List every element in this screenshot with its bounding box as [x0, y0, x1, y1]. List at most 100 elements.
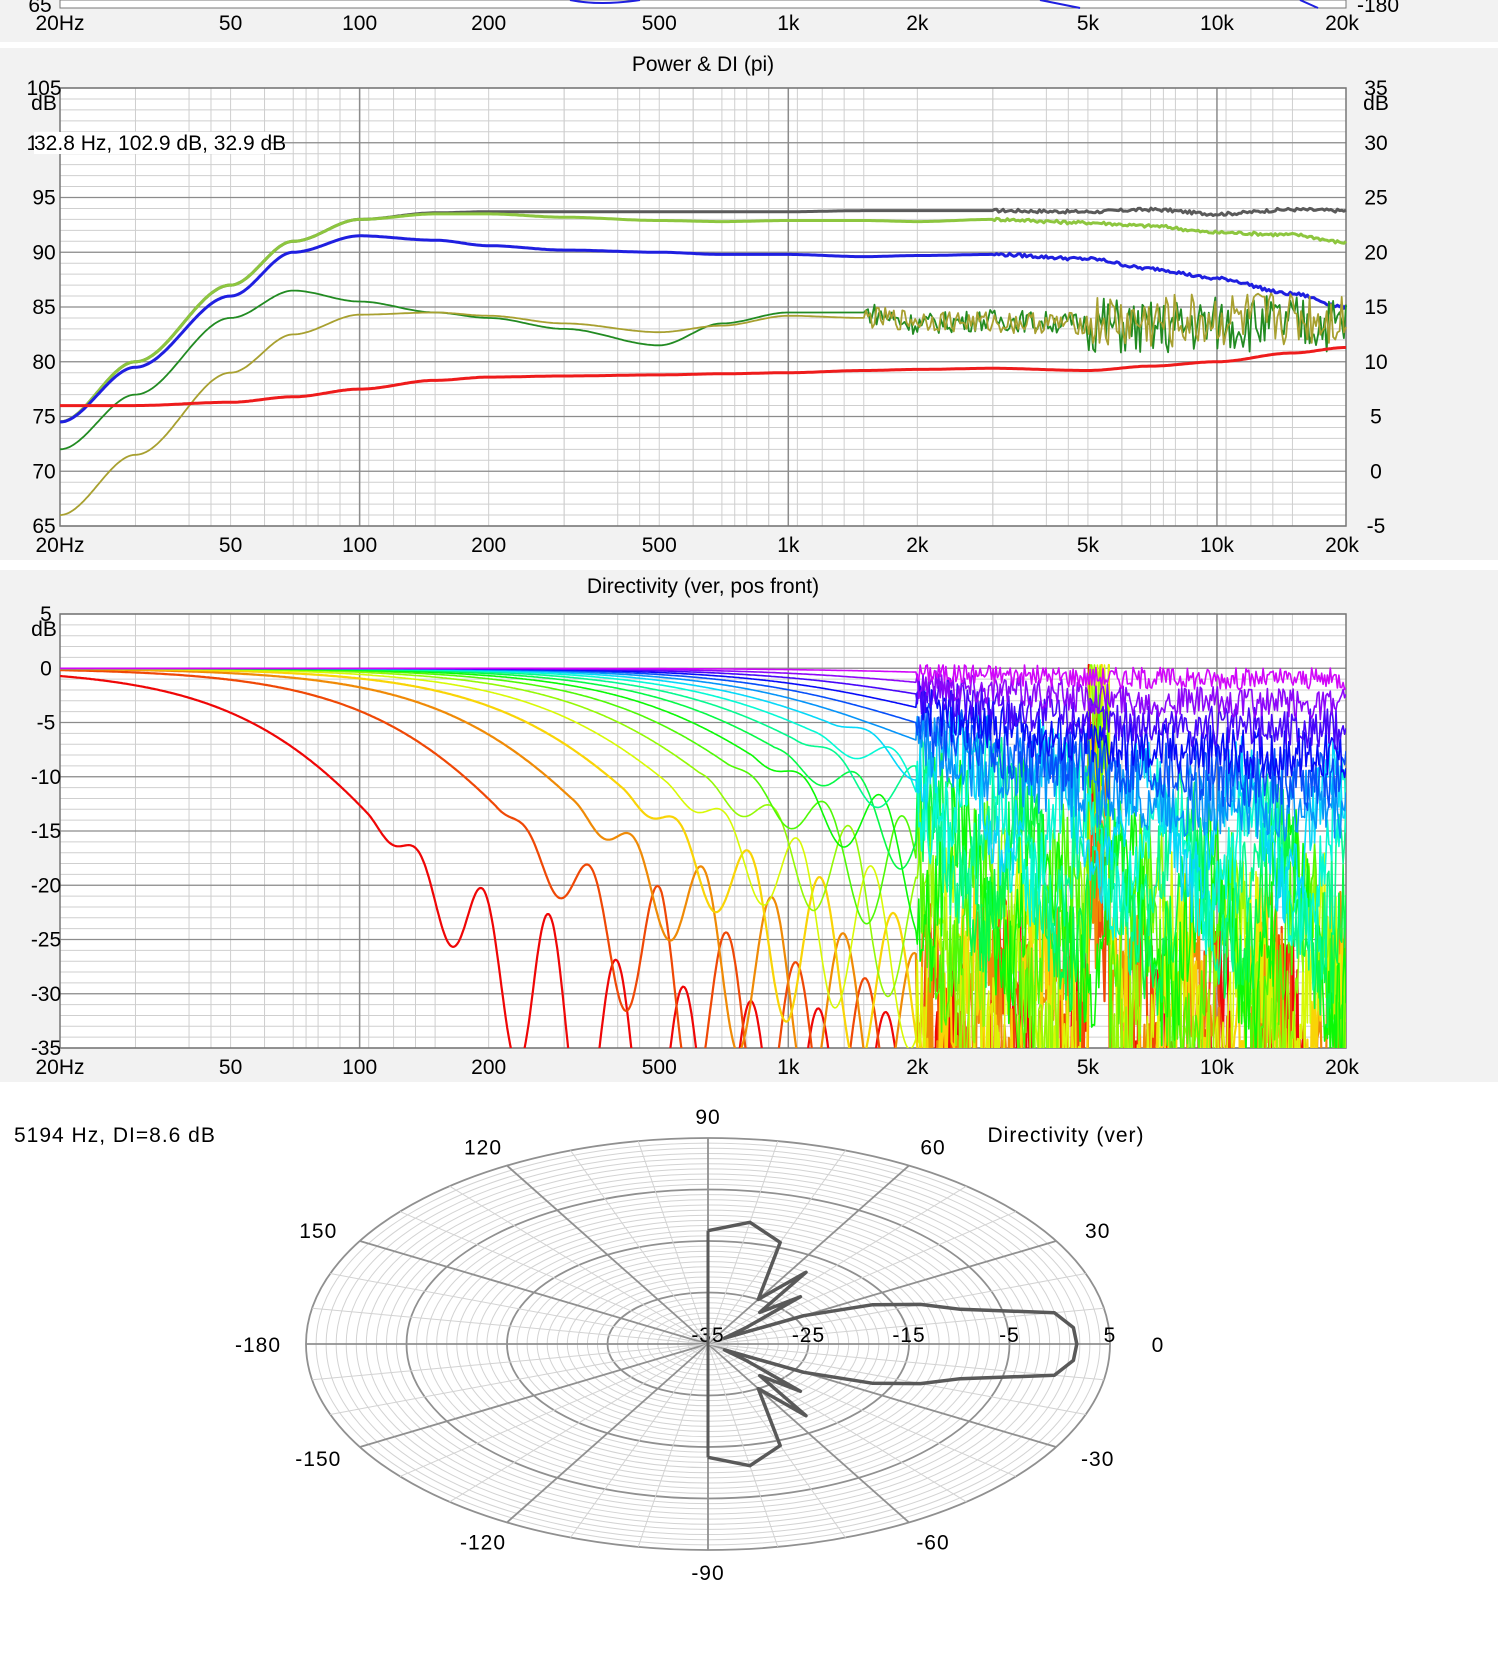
- x-tick-label: 100: [342, 12, 377, 35]
- x-tick-label: 20Hz: [35, 534, 84, 557]
- y-axis-unit: dB: [31, 618, 57, 641]
- radial-tick-label: -15: [892, 1324, 925, 1347]
- curves: [60, 663, 1346, 1048]
- power-di-panel: Power & DI (pi)10510095908580757065dB353…: [0, 48, 1498, 560]
- angle-label: -90: [691, 1562, 724, 1585]
- x-tick-label: 200: [471, 12, 506, 35]
- y2-axis-unit: dB: [1363, 92, 1389, 115]
- x-tick-label: 10k: [1200, 1056, 1234, 1079]
- polar-spoke-minor: [707, 1343, 1104, 1381]
- top-strip-panel: 20Hz 50 100 200 500 1k 2k 5k 10k 20k 65 -180: [0, 0, 1498, 42]
- series-line-4: [59, 292, 1347, 516]
- polar-spoke-major: [359, 1343, 709, 1448]
- polar-spoke-minor: [637, 1140, 709, 1345]
- angle-label: 0: [1152, 1334, 1165, 1357]
- y-tick-label: 90: [32, 241, 55, 264]
- radial-tick-label: -5: [999, 1324, 1020, 1347]
- x-tick-label: 20k: [1325, 534, 1359, 557]
- x-tick-label: 20Hz: [35, 1056, 84, 1079]
- angle-label: 90: [695, 1106, 720, 1129]
- polar-spoke-minor: [449, 1343, 709, 1503]
- polar-spoke-minor: [330, 1343, 709, 1415]
- y2-tick-label: 25: [1364, 187, 1387, 210]
- y-tick-label: 105: [26, 77, 61, 100]
- polar-spoke-minor: [399, 1343, 709, 1477]
- polar-spoke-minor: [707, 1307, 1104, 1345]
- y2-tick-label: 0: [1370, 460, 1382, 483]
- chart-title: Power & DI (pi): [632, 53, 774, 76]
- polar-spoke-minor: [637, 1343, 709, 1548]
- polar-grid: [305, 1137, 1111, 1551]
- y-tick-label: 5: [40, 603, 52, 626]
- polar-spoke-minor: [449, 1185, 709, 1345]
- y-tick-label: -35: [31, 1037, 61, 1060]
- x-tick-label: 1k: [777, 1056, 800, 1079]
- y2-tick-label: 5: [1370, 406, 1382, 429]
- y-tick-label: -5: [37, 712, 56, 735]
- top-strip-chart: 20Hz 50 100 200 500 1k 2k 5k 10k 20k 65 -180: [28, 0, 1399, 35]
- directivity-panel: Directivity (ver, pos front) 5 0 -5 -10 -15 -2…: [0, 570, 1498, 1082]
- cursor-readout: 32.8 Hz, 102.9 dB, 32.9 dB: [34, 132, 286, 155]
- polar-spoke-minor: [707, 1140, 779, 1345]
- y-tick-label: 0: [40, 657, 52, 680]
- x-tick-label: 2k: [906, 534, 929, 557]
- polar-title: Directivity (ver): [988, 1124, 1145, 1147]
- polar-curve: [707, 1220, 1079, 1468]
- y2-tick-label: 30: [1364, 132, 1387, 155]
- y-tick-label: 70: [32, 460, 55, 483]
- angle-label: -180: [235, 1334, 281, 1357]
- y-tick-label: -15: [31, 820, 61, 843]
- chart-title: Directivity (ver, pos front): [587, 575, 819, 598]
- directivity-curve-0: [60, 664, 1346, 691]
- power-di-chart: Power & DI (pi)10510095908580757065dB353…: [26, 53, 1389, 557]
- polar-readout: 5194 Hz, DI=8.6 dB: [14, 1124, 216, 1147]
- polar-panel: 5194 Hz, DI=8.6 dB Directivity (ver) 0 30 60…: [0, 1092, 1498, 1658]
- x-tick-label: 500: [642, 534, 677, 557]
- grid: [59, 87, 1347, 527]
- y-tick-label: -10: [31, 766, 61, 789]
- angle-label: 30: [1085, 1220, 1110, 1243]
- curve-fragment: [569, 0, 641, 4]
- y2-tick-label: 20: [1364, 241, 1387, 264]
- y-tick-label: 80: [32, 351, 55, 374]
- angle-label: 60: [920, 1137, 945, 1160]
- x-tick-label: 20Hz: [35, 12, 84, 35]
- x-tick-label: 1k: [777, 12, 800, 35]
- polar-spoke-minor: [570, 1150, 709, 1345]
- x-tick-label: 5k: [1077, 12, 1100, 35]
- polar-spoke-minor: [330, 1273, 709, 1345]
- y-tick-label: -20: [31, 874, 61, 897]
- x-tick-label: 10k: [1200, 534, 1234, 557]
- curve-fragment: [1299, 0, 1319, 9]
- y2-tick-label: 35: [1364, 77, 1387, 100]
- y-tick-label: 65: [32, 515, 55, 538]
- directivity-curve-17: [60, 663, 1346, 1048]
- series-line-5: [60, 346, 1346, 408]
- angle-label: 120: [464, 1137, 502, 1160]
- polar-spoke-major: [506, 1343, 709, 1524]
- y2-tick-label: -5: [1367, 515, 1386, 538]
- y-tick-partial: 65: [28, 0, 51, 17]
- polar-spoke-minor: [399, 1211, 709, 1345]
- series-line-2: [59, 234, 1348, 424]
- y-tick-label: 75: [32, 406, 55, 429]
- radial-tick-label: -25: [792, 1324, 825, 1347]
- readout-bg: [34, 132, 270, 154]
- polar-spoke-major: [359, 1240, 709, 1345]
- x-tick-label: 200: [471, 1056, 506, 1079]
- angle-label: 150: [299, 1220, 337, 1243]
- x-tick-label: 20k: [1325, 12, 1359, 35]
- series-line-1: [59, 212, 1348, 424]
- y-tick-label: -30: [31, 983, 61, 1006]
- y-axis-unit: dB: [31, 92, 57, 115]
- polar-spoke-minor: [707, 1273, 1086, 1345]
- angle-label: -150: [295, 1448, 341, 1471]
- x-tick-label: 1k: [777, 534, 800, 557]
- x-tick-label: 50: [219, 534, 242, 557]
- x-tick-label: 200: [471, 534, 506, 557]
- x-tick-label: 100: [342, 534, 377, 557]
- polar-spoke-major: [506, 1164, 709, 1345]
- y-tick-label: 95: [32, 187, 55, 210]
- x-tick-label: 100: [342, 1056, 377, 1079]
- polar-spoke-minor: [312, 1343, 709, 1381]
